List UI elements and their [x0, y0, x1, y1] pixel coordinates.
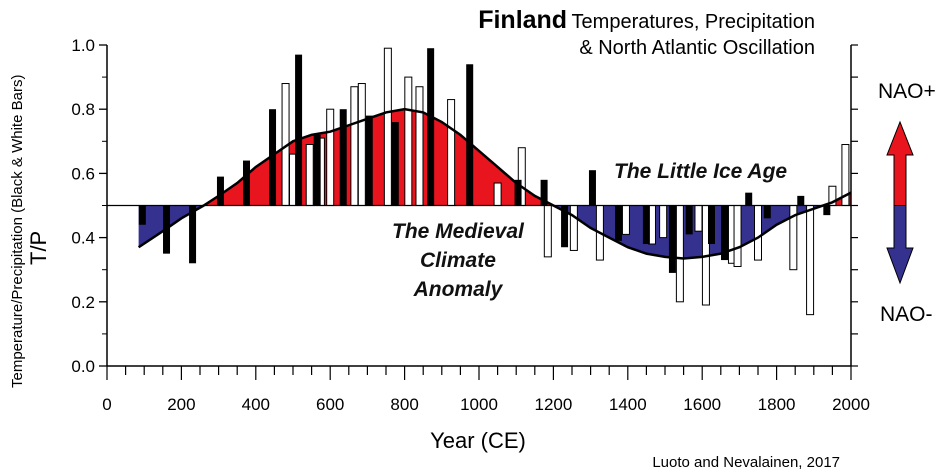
temperature-bar — [427, 48, 435, 206]
y-tick-label: 0.6 — [71, 164, 95, 183]
x-axis-label: Year (CE) — [430, 428, 526, 453]
temperature-bar — [391, 122, 399, 206]
temperature-bar — [721, 205, 729, 261]
temperature-bar — [668, 205, 676, 273]
temperature-bar — [339, 109, 347, 206]
precipitation-bar — [404, 76, 413, 206]
source-credit: Luoto and Nevalainen, 2017 — [652, 454, 840, 471]
x-tick-label: 1800 — [758, 395, 796, 414]
y-tick-label: 0.2 — [71, 293, 95, 312]
temperature-bar — [466, 64, 474, 206]
precipitation-bar — [350, 86, 359, 206]
chart-subtitle: Temperatures, Precipitation — [571, 11, 815, 33]
temperature-bar — [763, 205, 771, 219]
chart-title-block: Finland Temperatures, Precipitation & No… — [478, 6, 815, 61]
annotation-little-ice-age: The Little Ice Age — [614, 160, 788, 183]
nao-down-arrow-icon — [886, 205, 914, 285]
temperature-bar — [269, 109, 277, 206]
temperature-bar — [295, 54, 303, 206]
precipitation-bar — [733, 205, 742, 267]
precipitation-bar — [493, 182, 502, 206]
temperature-bar — [216, 176, 224, 206]
precipitation-bar — [415, 86, 424, 206]
temperature-bar — [313, 134, 321, 206]
temperature-bar — [642, 205, 650, 245]
x-tick-label: 600 — [316, 395, 344, 414]
precipitation-bar — [326, 108, 335, 206]
temperature-bar — [561, 205, 569, 248]
y-tick-label: 0.8 — [71, 100, 95, 119]
y-axis-label: T/P — [26, 230, 51, 265]
precipitation-bar — [694, 205, 703, 232]
temperature-bar — [540, 179, 548, 206]
x-tick-label: 1400 — [609, 395, 647, 414]
temperature-bar — [365, 115, 373, 206]
x-tick-label: 1600 — [683, 395, 721, 414]
precipitation-bar — [569, 205, 578, 251]
temperature-bar — [685, 205, 693, 235]
precipitation-bar — [543, 205, 552, 258]
annotation-medieval-climate-anomaly: The Medieval Climate Anomaly — [392, 220, 524, 301]
temperature-bar — [588, 170, 596, 206]
temperature-bar — [745, 192, 753, 206]
y-tick-label: 1.0 — [71, 36, 95, 55]
temperature-bar — [615, 205, 622, 241]
precipitation-bar — [383, 47, 392, 206]
precipitation-bar — [357, 83, 366, 206]
x-tick-label: 800 — [390, 395, 418, 414]
temperature-bar — [138, 205, 146, 225]
temperature-bar — [823, 205, 831, 216]
precipitation-bar — [806, 205, 815, 316]
temperature-bar — [514, 179, 522, 206]
chart-title: Finland — [478, 6, 568, 34]
chart-subtitle-line2: & North Atlantic Oscillation — [579, 37, 815, 59]
nao-curve-line — [137, 107, 852, 260]
y-tick-label: 0.0 — [71, 357, 95, 376]
x-tick-label: 1200 — [534, 395, 572, 414]
x-tick-label: 200 — [167, 395, 195, 414]
precipitation-bar — [675, 205, 684, 303]
nao-negative-label: NAO- — [880, 303, 933, 326]
nao-up-arrow-icon — [886, 120, 914, 206]
y-tick-label: 0.4 — [71, 229, 95, 248]
precipitation-bar — [447, 99, 456, 206]
x-tick-label: 0 — [102, 395, 111, 414]
y-axis-secondary-label: Temperature/Precipitation (Black & White… — [9, 74, 26, 388]
temperature-bar — [243, 160, 250, 206]
precipitation-bar — [754, 205, 762, 261]
precipitation-bar — [621, 205, 630, 235]
temperature-bar — [189, 205, 197, 264]
temperature-bar — [797, 195, 805, 206]
nao-positive-label: NAO+ — [878, 80, 936, 103]
temperature-bar — [708, 205, 715, 245]
x-tick-label: 2000 — [832, 395, 870, 414]
precipitation-bar — [659, 205, 668, 239]
x-tick-label: 400 — [242, 395, 270, 414]
precipitation-bar — [305, 144, 314, 206]
x-tick-label: 1000 — [460, 395, 498, 414]
